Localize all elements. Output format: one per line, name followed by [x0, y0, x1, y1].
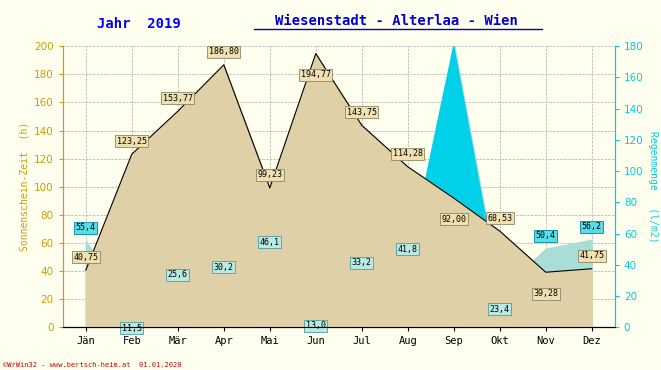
- Text: 11,5: 11,5: [122, 323, 142, 333]
- Text: 41,8: 41,8: [398, 245, 418, 254]
- Text: 143,75: 143,75: [347, 108, 377, 117]
- Text: 153,77: 153,77: [163, 94, 193, 103]
- Text: 23,4: 23,4: [490, 305, 510, 314]
- Text: 186,80: 186,80: [209, 47, 239, 56]
- Text: 25,6: 25,6: [168, 270, 188, 279]
- Text: 30,2: 30,2: [214, 263, 234, 272]
- Text: 13,0: 13,0: [306, 321, 326, 330]
- Text: 41,75: 41,75: [579, 251, 604, 260]
- Text: 40,75: 40,75: [73, 253, 98, 262]
- Text: 123,25: 123,25: [117, 137, 147, 146]
- Y-axis label: Sonnenschein-Zeit  (h): Sonnenschein-Zeit (h): [20, 122, 30, 252]
- Text: 182,1: 182,1: [0, 369, 1, 370]
- Text: 56,2: 56,2: [582, 222, 602, 231]
- Text: 33,2: 33,2: [352, 258, 371, 267]
- Text: 39,28: 39,28: [533, 289, 559, 298]
- Text: 50,4: 50,4: [535, 231, 556, 240]
- Text: 55,4: 55,4: [76, 223, 96, 232]
- Text: 99,23: 99,23: [257, 171, 282, 179]
- Text: 92,00: 92,00: [442, 215, 466, 224]
- Text: Wiesenstadt - Alterlaa - Wien: Wiesenstadt - Alterlaa - Wien: [275, 14, 518, 28]
- Text: 68,53: 68,53: [487, 213, 512, 223]
- Text: 194,77: 194,77: [301, 70, 330, 80]
- Text: 46,1: 46,1: [260, 238, 280, 247]
- Text: Jahr  2019: Jahr 2019: [97, 17, 180, 31]
- Polygon shape: [408, 43, 500, 327]
- Y-axis label: Regenmenge   (l/m2): Regenmenge (l/m2): [648, 131, 658, 243]
- Text: 114,28: 114,28: [393, 149, 423, 158]
- Text: ©WrWin32 - www.bertsch-heim.at  01.01.2020: ©WrWin32 - www.bertsch-heim.at 01.01.202…: [3, 362, 182, 368]
